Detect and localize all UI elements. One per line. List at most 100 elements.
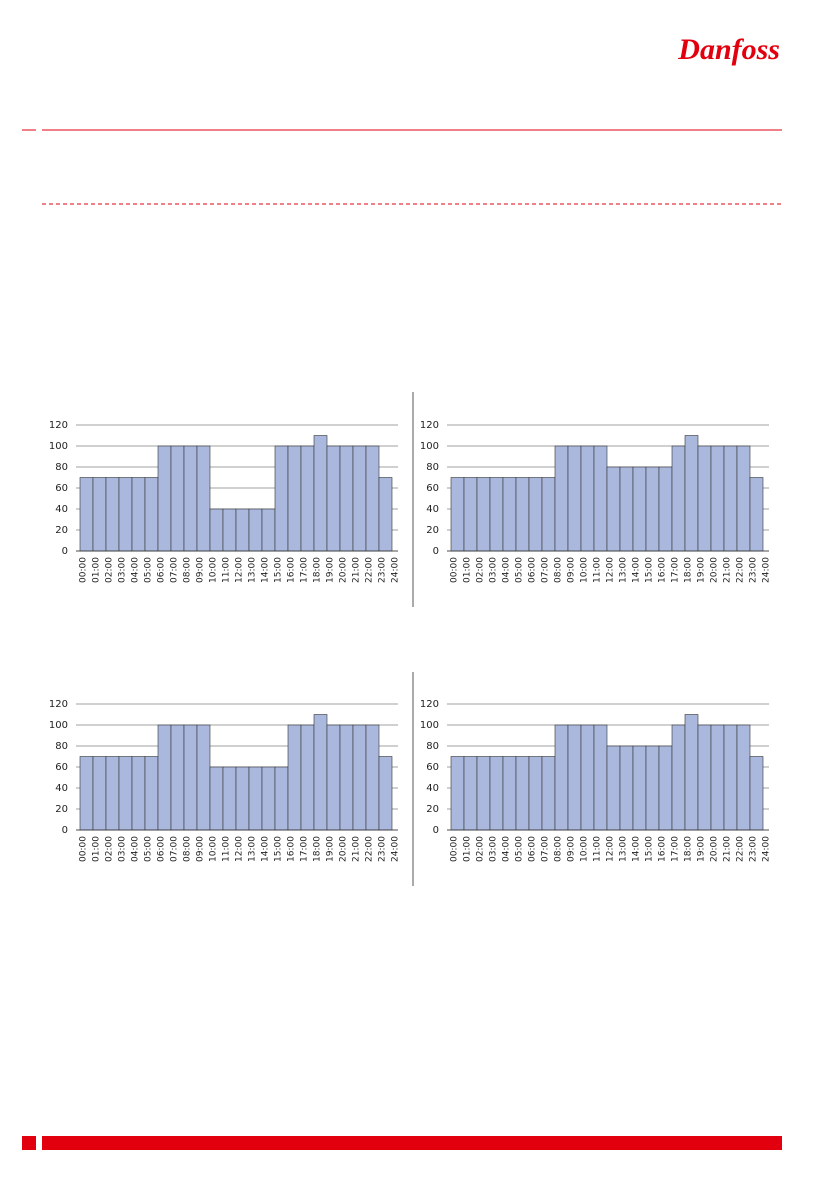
bar xyxy=(313,714,328,831)
bar xyxy=(274,766,289,831)
bar xyxy=(593,724,608,831)
x-tick-label: 03:00 xyxy=(489,557,499,583)
bar xyxy=(554,724,569,831)
bar xyxy=(183,724,198,831)
bar xyxy=(476,756,491,831)
x-tick-label: 15:00 xyxy=(645,836,655,862)
y-tick-label: 60 xyxy=(426,483,439,494)
y-tick-label: 120 xyxy=(49,420,68,431)
bar xyxy=(222,766,237,831)
x-tick-label: 06:00 xyxy=(157,836,167,862)
y-tick-label: 80 xyxy=(426,741,439,752)
x-tick-label: 22:00 xyxy=(365,557,375,583)
bar xyxy=(170,724,185,831)
bar xyxy=(593,445,608,552)
logo: Danfoss xyxy=(677,33,780,66)
x-tick-label: 12:00 xyxy=(606,836,616,862)
x-tick-label: 05:00 xyxy=(144,557,154,583)
footer-bar xyxy=(42,1136,782,1150)
y-tick-label: 120 xyxy=(49,699,68,710)
x-tick-label: 12:00 xyxy=(235,836,245,862)
x-tick-label: 09:00 xyxy=(567,557,577,583)
y-tick-label: 40 xyxy=(426,504,439,515)
x-tick-label: 23:00 xyxy=(378,836,388,862)
bar xyxy=(580,445,595,552)
y-tick-label: 40 xyxy=(55,783,68,794)
x-tick-label: 04:00 xyxy=(502,557,512,583)
y-tick-label: 80 xyxy=(55,741,68,752)
bar xyxy=(248,766,263,831)
bar xyxy=(723,724,738,831)
bar xyxy=(463,477,478,552)
bar xyxy=(170,445,185,552)
x-tick-label: 02:00 xyxy=(105,557,115,583)
x-tick-label: 01:00 xyxy=(92,836,102,862)
x-tick-label: 09:00 xyxy=(196,836,206,862)
x-tick-label: 13:00 xyxy=(619,836,629,862)
bar xyxy=(515,477,530,552)
x-tick-label: 21:00 xyxy=(723,836,733,862)
x-tick-label: 03:00 xyxy=(118,557,128,583)
bar xyxy=(157,724,172,831)
bar xyxy=(261,766,276,831)
bar xyxy=(684,714,699,831)
bar xyxy=(697,445,712,552)
y-tick-label: 120 xyxy=(420,420,439,431)
bar xyxy=(261,508,276,552)
bar xyxy=(196,724,211,831)
bar xyxy=(105,477,120,552)
x-tick-label: 06:00 xyxy=(528,836,538,862)
y-tick-label: 20 xyxy=(55,804,68,815)
bar xyxy=(118,477,133,552)
x-tick-label: 14:00 xyxy=(261,836,271,862)
x-tick-label: 17:00 xyxy=(671,557,681,583)
x-tick-label: 13:00 xyxy=(619,557,629,583)
x-tick-label: 10:00 xyxy=(209,557,219,583)
x-tick-label: 23:00 xyxy=(378,557,388,583)
y-tick-label: 100 xyxy=(49,720,68,731)
bar xyxy=(196,445,211,552)
x-tick-label: 00:00 xyxy=(450,557,460,583)
bar xyxy=(541,477,556,552)
bar xyxy=(352,445,367,552)
y-tick-label: 100 xyxy=(420,441,439,452)
bar xyxy=(671,724,686,831)
x-tick-label: 23:00 xyxy=(749,836,759,862)
y-tick-label: 60 xyxy=(55,483,68,494)
x-tick-label: 24:00 xyxy=(391,836,401,862)
x-tick-label: 00:00 xyxy=(450,836,460,862)
x-tick-label: 19:00 xyxy=(697,557,707,583)
x-tick-label: 21:00 xyxy=(352,557,362,583)
bar xyxy=(300,724,315,831)
bar xyxy=(287,724,302,831)
x-tick-label: 09:00 xyxy=(196,557,206,583)
x-tick-label: 03:00 xyxy=(489,836,499,862)
bar xyxy=(183,445,198,552)
x-tick-label: 12:00 xyxy=(235,557,245,583)
x-tick-label: 11:00 xyxy=(222,557,232,583)
x-tick-label: 20:00 xyxy=(339,836,349,862)
bar xyxy=(632,745,647,831)
y-tick-label: 0 xyxy=(62,546,68,557)
x-tick-label: 08:00 xyxy=(554,557,564,583)
x-tick-label: 02:00 xyxy=(476,836,486,862)
x-tick-label: 07:00 xyxy=(170,557,180,583)
bar xyxy=(749,756,764,831)
y-tick-label: 100 xyxy=(420,720,439,731)
bar xyxy=(235,508,250,552)
x-tick-label: 01:00 xyxy=(92,557,102,583)
x-tick-label: 06:00 xyxy=(528,557,538,583)
bar xyxy=(489,756,504,831)
x-tick-label: 11:00 xyxy=(593,557,603,583)
bar xyxy=(105,756,120,831)
y-tick-label: 20 xyxy=(426,525,439,536)
x-tick-label: 17:00 xyxy=(300,836,310,862)
bar xyxy=(567,724,582,831)
bar xyxy=(476,477,491,552)
bar xyxy=(658,466,673,552)
x-tick-label: 01:00 xyxy=(463,836,473,862)
bar xyxy=(287,445,302,552)
x-tick-label: 04:00 xyxy=(502,836,512,862)
x-tick-label: 05:00 xyxy=(144,836,154,862)
x-tick-label: 18:00 xyxy=(313,836,323,862)
